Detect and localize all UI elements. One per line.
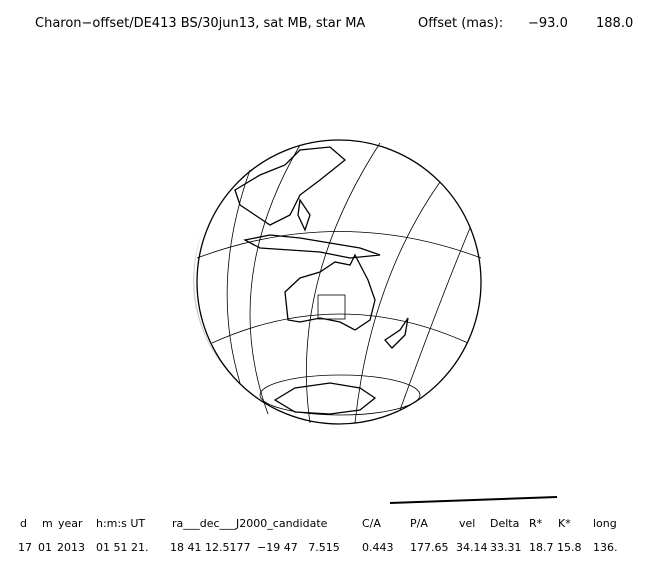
latitude-line: [259, 374, 421, 416]
col-header: C/A: [362, 517, 381, 530]
cell: 18.7: [529, 541, 554, 554]
col-header: R*: [529, 517, 543, 530]
latitude-line: [211, 313, 469, 344]
meridian: [354, 181, 441, 424]
shadow-path: [389, 496, 558, 504]
offset-label: Offset (mas):: [418, 16, 503, 31]
cell: 18 41 12.5177: [170, 541, 250, 554]
meridian: [226, 169, 251, 384]
cell: −19 47 7.515: [257, 541, 340, 554]
limb: [196, 139, 482, 425]
col-header: h:m:s UT: [96, 517, 145, 530]
cell: 01: [38, 541, 52, 554]
australia: [284, 253, 376, 331]
globe: [193, 139, 482, 425]
latitude-line: [196, 231, 482, 259]
col-header: P/A: [410, 517, 428, 530]
col-header: K*: [558, 517, 571, 530]
header-row: d m year h:m:s UT ra___dec___J2000_candi…: [20, 517, 617, 530]
meridian: [249, 144, 301, 415]
philippines: [297, 198, 311, 232]
col-header: year: [58, 517, 83, 530]
meridian: [399, 227, 471, 411]
new-zealand: [384, 317, 409, 349]
col-header: vel: [459, 517, 475, 530]
col-header: long: [593, 517, 617, 530]
cell: 33.31: [490, 541, 522, 554]
cell: 136.: [593, 541, 618, 554]
title: Charon−offset/DE413 BS/30jun13, sat MB, …: [35, 16, 365, 31]
offset-x: −93.0: [528, 16, 568, 31]
cell: 01 51 21.: [96, 541, 148, 554]
indonesia: [243, 234, 381, 259]
col-header: ra___dec___J2000_candidate: [172, 517, 328, 530]
night-shade: [193, 230, 250, 392]
cell: 2013: [57, 541, 85, 554]
cell: 0.443: [362, 541, 394, 554]
col-header: Delta: [490, 517, 519, 530]
col-header: m: [42, 517, 53, 530]
cell: 17: [18, 541, 32, 554]
asia: [234, 146, 347, 226]
col-header: d: [20, 517, 27, 530]
cell: 34.14: [456, 541, 488, 554]
value-row: 17 01 2013 01 51 21. 18 41 12.5177 −19 4…: [18, 541, 618, 554]
cell: 15.8: [557, 541, 582, 554]
offset-y: 188.0: [596, 16, 633, 31]
cell: 177.65: [410, 541, 449, 554]
region-box: [317, 294, 346, 320]
antarctica: [273, 382, 377, 415]
